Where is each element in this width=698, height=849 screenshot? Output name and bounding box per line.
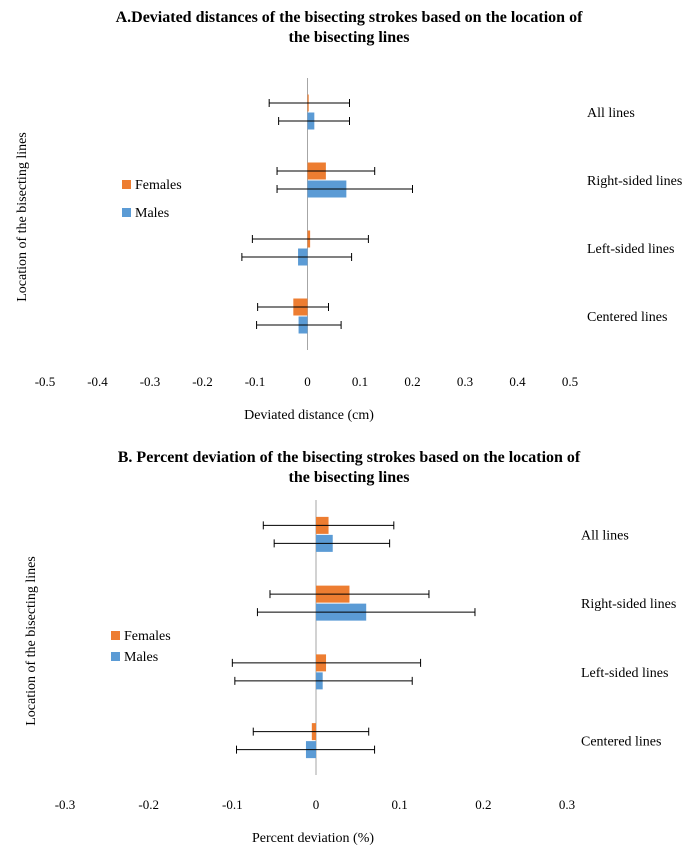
- chart-b-legend-label-females: Females: [124, 629, 171, 644]
- chart-b-legend-swatch-males: [111, 652, 120, 661]
- chart-b-legend-swatch-females: [111, 631, 120, 640]
- chart-b-x-tick-label: -0.2: [138, 797, 159, 812]
- chart-a-x-tick-label: 0: [304, 374, 311, 389]
- chart-b-x-axis-title: Percent deviation (%): [252, 831, 374, 846]
- chart-b-svg: All lines Right-sided lines Left-sided lin…: [24, 500, 676, 846]
- chart-title-b-line1: B. Percent deviation of the bisecting st…: [117, 449, 581, 466]
- chart-a-x-tick-label: -0.5: [35, 374, 56, 389]
- chart-a-x-tick-label: -0.1: [245, 374, 266, 389]
- chart-a-x-axis-title: Deviated distance (cm): [244, 408, 374, 423]
- chart-b-x-tick-label: 0.1: [392, 797, 408, 812]
- chart-a-x-tick-label: 0.5: [562, 374, 578, 389]
- chart-title-b-line2: the bisecting lines: [288, 469, 410, 486]
- chart-panel-b: B. Percent deviation of the bisecting st…: [0, 440, 698, 849]
- chart-b-x-tick-label: 0.2: [475, 797, 491, 812]
- chart-a-x-tick-label: 0.4: [509, 374, 526, 389]
- chart-a-x-tick-label: 0.3: [457, 374, 473, 389]
- chart-a-legend-swatch-males: [122, 208, 131, 217]
- chart-b-category-label: Left-sided lines: [581, 666, 668, 681]
- chart-b-x-tick-label: -0.1: [222, 797, 243, 812]
- chart-a-svg: All lines Right-sided lines Left-sided lin…: [15, 78, 682, 423]
- chart-a-x-tick-label: 0.1: [352, 374, 368, 389]
- chart-a-category-label: Right-sided lines: [587, 174, 682, 189]
- chart-b-category-label: Right-sided lines: [581, 597, 676, 612]
- chart-a-legend-label-females: Females: [135, 178, 182, 193]
- chart-a-category-label: Left-sided lines: [587, 242, 674, 257]
- chart-a-category-label: All lines: [587, 106, 635, 121]
- chart-b-x-tick-label: -0.3: [55, 797, 76, 812]
- chart-b-x-tick-label: 0.3: [559, 797, 575, 812]
- chart-a-x-tick-label: -0.3: [140, 374, 161, 389]
- chart-a-category-label: Centered lines: [587, 310, 667, 325]
- chart-panel-a: A.Deviated distances of the bisecting st…: [0, 8, 698, 423]
- chart-b-y-axis-title: Location of the bisecting lines: [24, 556, 39, 726]
- chart-a-x-tick-label: 0.2: [404, 374, 420, 389]
- chart-b-x-tick-label: 0: [313, 797, 320, 812]
- chart-b-category-label: All lines: [581, 528, 629, 543]
- chart-b-legend-label-males: Males: [124, 650, 158, 665]
- chart-b-category-label: Centered lines: [581, 735, 661, 750]
- chart-a-legend-label-males: Males: [135, 206, 169, 221]
- chart-a-y-axis-title: Location of the bisecting lines: [15, 132, 30, 302]
- chart-a-x-tick-label: -0.4: [87, 374, 108, 389]
- chart-title-a-line2: the bisecting lines: [288, 29, 410, 46]
- chart-title-a-line1: A.Deviated distances of the bisecting st…: [115, 9, 583, 26]
- chart-title-a: A.Deviated distances of the bisecting st…: [0, 8, 698, 48]
- chart-a-legend-swatch-females: [122, 180, 131, 189]
- chart-a-x-tick-label: -0.2: [192, 374, 213, 389]
- chart-title-b: B. Percent deviation of the bisecting st…: [0, 448, 698, 488]
